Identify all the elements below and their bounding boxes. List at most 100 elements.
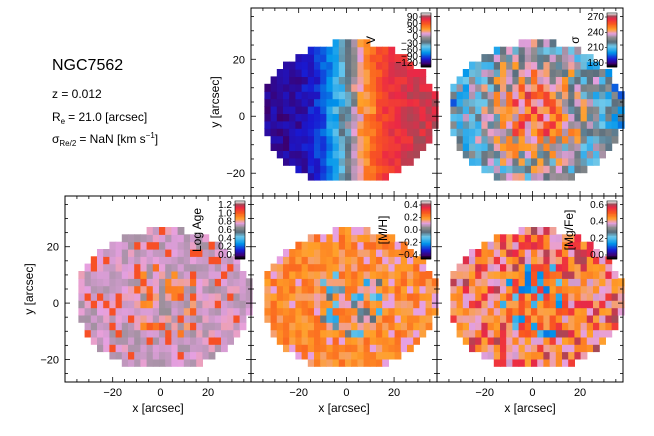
map-pixel <box>382 351 389 360</box>
map-pixel <box>345 307 352 316</box>
map-pixel <box>568 336 575 345</box>
map-pixel <box>307 300 315 309</box>
colorbar: 0.60.40.20.0[Mg/Fe] <box>562 200 618 261</box>
map-pixel <box>115 314 123 323</box>
map-pixel <box>109 300 117 309</box>
map-pixel <box>481 307 489 316</box>
map-pixel <box>481 322 489 331</box>
map-pixel <box>283 329 290 338</box>
map-pixel <box>190 249 197 257</box>
map-pixel <box>580 61 588 70</box>
map-pixel <box>586 278 594 287</box>
map-pixel <box>388 322 396 331</box>
map-pixel <box>549 249 557 257</box>
map-pixel <box>407 157 414 166</box>
map-pixel <box>128 300 135 309</box>
map-pixel <box>363 307 371 316</box>
colorbar-segment <box>607 23 617 26</box>
map-pixel <box>152 329 160 338</box>
map-pixel <box>276 143 284 151</box>
map-pixel <box>177 344 185 353</box>
map-pixel <box>481 351 489 360</box>
map-pixel <box>518 157 526 166</box>
map-pixel <box>524 307 532 316</box>
map-pixel <box>524 344 532 353</box>
map-pixel <box>103 249 110 257</box>
map-pixel <box>128 263 135 272</box>
map-pixel <box>357 234 365 243</box>
map-pixel <box>537 278 544 287</box>
map-pixel <box>376 336 383 345</box>
map-pixel <box>549 256 557 265</box>
map-pixel <box>97 344 104 353</box>
map-pixel <box>307 292 315 301</box>
map-pixel <box>146 234 154 243</box>
map-pixel <box>109 271 117 279</box>
map-pixel <box>357 307 365 316</box>
map-pixel <box>307 106 315 114</box>
map-pixel <box>593 120 600 129</box>
map-pixel <box>320 329 327 338</box>
map-pixel <box>555 256 563 265</box>
map-pixel <box>208 278 216 287</box>
map-pixel <box>97 278 104 287</box>
map-pixel <box>159 234 166 243</box>
map-pixel <box>394 150 402 159</box>
map-pixel <box>388 249 396 257</box>
map-pixel <box>425 128 433 137</box>
map-pixel <box>363 336 371 345</box>
map-pixel <box>121 322 129 331</box>
colorbar-segment <box>607 56 617 58</box>
map-pixel <box>574 120 582 129</box>
map-pixel <box>326 120 334 129</box>
map-pixel <box>549 241 557 250</box>
map-pixel <box>128 249 135 257</box>
map-pixel <box>493 292 501 301</box>
map-pixel <box>295 256 303 265</box>
colorbar-segment <box>421 208 431 211</box>
map-pixel <box>332 83 340 92</box>
map-pixel <box>394 76 402 85</box>
map-pixel <box>549 263 557 272</box>
map-pixel <box>295 307 303 316</box>
map-pixel <box>574 314 582 323</box>
map-pixel <box>549 76 557 85</box>
map-pixel <box>351 307 358 316</box>
map-pixel <box>276 135 284 144</box>
map-pixel <box>537 61 544 70</box>
map-pixel <box>475 278 482 287</box>
map-pixel <box>345 135 352 144</box>
map-pixel <box>221 314 228 323</box>
map-pixel <box>568 54 575 63</box>
map-pixel <box>276 314 284 323</box>
colorbar-segment <box>421 237 431 240</box>
map-pixel <box>512 165 520 174</box>
map-pixel <box>338 143 346 151</box>
map-pixel <box>295 135 303 144</box>
map-pixel <box>128 234 135 243</box>
map-pixel <box>351 143 358 151</box>
map-pixel <box>493 46 501 55</box>
map-pixel <box>394 278 402 287</box>
map-pixel <box>276 285 284 294</box>
map-pixel <box>332 91 340 100</box>
map-pixel <box>90 336 98 345</box>
map-pixel <box>376 307 383 316</box>
colorbar-segment <box>607 257 617 260</box>
map-pixel <box>512 234 520 243</box>
colorbar-segment <box>607 231 617 234</box>
map-pixel <box>338 106 346 114</box>
map-pixel <box>531 128 538 137</box>
map-pixel <box>159 358 166 367</box>
map-pixel <box>500 143 507 151</box>
map-pixel <box>146 329 154 338</box>
map-pixel <box>177 234 185 243</box>
map-pixel <box>549 314 557 323</box>
map-pixel <box>97 256 104 265</box>
map-pixel <box>549 278 557 287</box>
colorbar-segment <box>235 248 245 251</box>
map-pixel <box>487 98 495 107</box>
map-pixel <box>301 61 309 70</box>
map-pixel <box>419 322 427 331</box>
map-pixel <box>555 135 563 144</box>
